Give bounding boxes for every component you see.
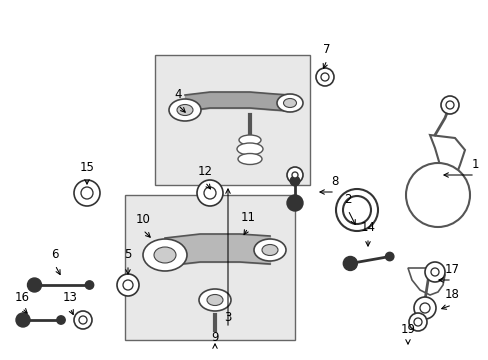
Polygon shape <box>419 135 464 215</box>
Circle shape <box>286 167 303 183</box>
Circle shape <box>289 176 299 186</box>
Ellipse shape <box>276 94 303 112</box>
Circle shape <box>203 187 216 199</box>
Ellipse shape <box>253 239 285 261</box>
Text: 5: 5 <box>124 248 131 261</box>
Text: 9: 9 <box>211 331 218 344</box>
Circle shape <box>342 196 370 224</box>
Circle shape <box>385 252 393 261</box>
Ellipse shape <box>239 135 261 145</box>
Ellipse shape <box>142 239 186 271</box>
Bar <box>155 55 309 185</box>
Circle shape <box>74 180 100 206</box>
Circle shape <box>197 180 223 206</box>
Ellipse shape <box>169 99 201 121</box>
Circle shape <box>16 313 30 327</box>
Circle shape <box>413 318 421 326</box>
Ellipse shape <box>199 289 230 311</box>
Text: 17: 17 <box>444 263 459 276</box>
Circle shape <box>315 68 333 86</box>
Text: 6: 6 <box>51 248 59 261</box>
Circle shape <box>413 297 435 319</box>
Ellipse shape <box>283 99 296 108</box>
Circle shape <box>440 96 458 114</box>
Ellipse shape <box>177 104 193 116</box>
Text: 8: 8 <box>331 175 338 188</box>
Polygon shape <box>407 268 444 295</box>
Circle shape <box>286 195 303 211</box>
Bar <box>125 195 294 340</box>
Circle shape <box>117 274 139 296</box>
Text: 1: 1 <box>470 158 478 171</box>
Circle shape <box>74 311 92 329</box>
Text: 18: 18 <box>444 288 459 301</box>
Text: 19: 19 <box>400 323 415 336</box>
Text: 14: 14 <box>360 221 375 234</box>
Circle shape <box>79 316 87 324</box>
Text: 4: 4 <box>174 88 182 101</box>
Text: 12: 12 <box>197 165 212 178</box>
Ellipse shape <box>154 247 176 263</box>
Circle shape <box>27 278 41 292</box>
Circle shape <box>123 280 133 290</box>
Circle shape <box>405 163 469 227</box>
Text: 16: 16 <box>15 291 29 304</box>
Text: 3: 3 <box>224 311 231 324</box>
Text: 7: 7 <box>323 43 330 56</box>
Circle shape <box>424 262 444 282</box>
Text: 10: 10 <box>135 213 150 226</box>
Text: 2: 2 <box>344 193 351 206</box>
Text: 15: 15 <box>80 161 94 174</box>
Circle shape <box>81 187 93 199</box>
Circle shape <box>419 303 429 313</box>
Ellipse shape <box>262 244 278 256</box>
Circle shape <box>343 256 357 270</box>
Circle shape <box>430 268 438 276</box>
Circle shape <box>335 189 377 231</box>
Circle shape <box>445 101 453 109</box>
Circle shape <box>85 281 94 289</box>
Circle shape <box>291 172 297 178</box>
Text: 13: 13 <box>62 291 77 304</box>
Ellipse shape <box>238 153 262 165</box>
Ellipse shape <box>237 143 263 155</box>
Circle shape <box>320 73 328 81</box>
Circle shape <box>57 316 65 324</box>
Ellipse shape <box>206 294 223 306</box>
Text: 11: 11 <box>240 211 255 224</box>
Circle shape <box>408 313 426 331</box>
